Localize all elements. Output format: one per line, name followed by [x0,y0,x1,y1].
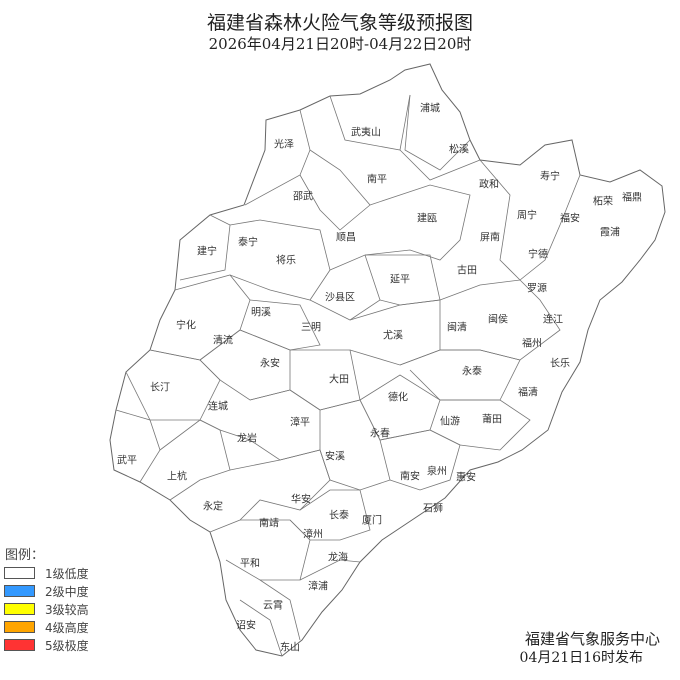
map-subtitle: 2026年04月21日20时-04月22日20时 [208,35,472,53]
county-label: 永安 [260,358,280,370]
legend-label: 3级较高 [45,602,89,617]
county-label: 永定 [203,501,223,513]
legend-label: 5级极度 [45,638,89,653]
legend-label: 4级高度 [45,620,89,635]
legend-item-level-1: 1级低度 [4,565,89,581]
county-label: 建瓯 [417,213,437,225]
county-label: 政和 [479,179,499,191]
legend-swatch [4,621,35,633]
county-label: 福州 [522,338,542,350]
county-label: 延平 [390,274,410,286]
county-label: 闽清 [447,322,467,334]
county-label: 安溪 [325,451,345,463]
legend-item-level-4: 4级高度 [4,619,89,635]
county-label: 永春 [370,428,390,440]
legend-swatch [4,567,35,579]
county-label: 漳州 [303,529,323,541]
county-label: 建宁 [197,246,217,258]
county-label: 漳浦 [308,581,328,593]
county-label: 上杭 [167,471,187,483]
county-label: 邵武 [293,191,313,203]
issuer: 福建省气象服务中心 [524,630,660,648]
county-label: 惠安 [456,472,476,484]
legend-swatch [4,603,35,615]
county-label: 福安 [560,213,580,225]
county-label: 连江 [543,314,563,326]
county-label: 云霄 [263,600,283,612]
county-label: 福鼎 [622,192,642,204]
county-label: 莆田 [482,414,502,426]
county-label: 古田 [457,265,477,277]
county-label: 尤溪 [383,330,403,342]
county-label: 周宁 [517,210,537,222]
county-label: 顺昌 [336,232,356,244]
county-label: 龙海 [328,552,348,564]
county-label: 连城 [208,401,228,413]
county-label: 福清 [518,387,538,399]
county-label: 柘荣 [593,196,613,208]
county-label: 宁化 [176,320,196,332]
legend-title: 图例： [5,548,45,563]
county-label: 武平 [117,455,137,467]
county-label: 漳平 [290,417,310,429]
legend-swatch [4,585,35,597]
county-label: 平和 [240,558,260,570]
legend-item-level-2: 2级中度 [4,583,89,599]
county-label: 霞浦 [600,227,620,239]
county-label: 将乐 [276,255,296,267]
county-label: 明溪 [251,307,271,319]
province-outline [109,63,666,657]
county-label: 罗源 [527,283,547,295]
county-label: 松溪 [449,144,469,156]
county-label: 长泰 [329,510,349,522]
legend-swatch [4,639,35,651]
county-label: 寿宁 [540,171,560,183]
county-label: 浦城 [420,103,440,115]
county-label: 武夷山 [351,127,381,139]
county-label: 沙县区 [325,292,355,304]
county-label: 光泽 [274,139,294,151]
county-label: 南平 [367,174,387,186]
county-label: 南靖 [259,518,279,530]
county-label: 清流 [213,335,233,347]
county-label: 华安 [291,494,311,506]
county-label: 长汀 [150,382,170,394]
county-label: 德化 [388,392,408,404]
county-label: 南安 [400,471,420,483]
map-title: 福建省森林火险气象等级预报图 [206,12,473,34]
county-label: 泉州 [427,466,447,478]
county-label: 龙岩 [237,433,257,445]
county-label: 诏安 [236,620,256,632]
legend-item-level-5: 5级极度 [4,637,89,653]
county-label: 厦门 [362,515,382,527]
county-label: 三明 [301,322,321,334]
county-label: 永泰 [462,366,482,378]
county-label: 屏南 [480,232,500,244]
county-label: 东山 [280,642,300,654]
legend-item-level-3: 3级较高 [4,601,89,617]
county-label: 大田 [329,374,349,386]
legend-label: 2级中度 [45,584,89,599]
county-label: 长乐 [550,358,570,370]
issued-time: 04月21日16时发布 [519,650,643,666]
county-label: 闽侯 [488,314,508,326]
county-label: 泰宁 [238,237,258,249]
county-borders [115,94,581,657]
county-label: 石狮 [423,503,443,515]
legend-label: 1级低度 [45,566,89,581]
county-label: 仙游 [440,416,460,428]
county-label: 宁德 [528,249,548,261]
